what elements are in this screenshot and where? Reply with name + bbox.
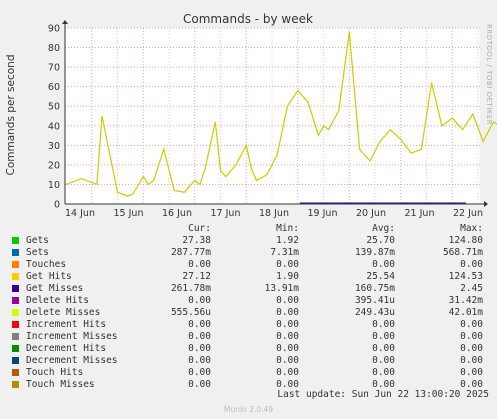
y-ticks: 0 10 20 30 40 50 60 70 80 90: [48, 24, 60, 211]
y-tick-label: 70: [48, 63, 60, 74]
x-tick-label: 19 Jun: [308, 208, 338, 219]
y-axis-arrow: [62, 20, 68, 24]
y-tick-label: 50: [48, 102, 60, 113]
x-axis-arrow: [484, 201, 488, 207]
y-tick-label: 80: [48, 43, 60, 54]
y-tick-label: 20: [48, 160, 60, 171]
x-tick-label: 18 Jun: [259, 208, 289, 219]
y-axis-label: Commands per second: [5, 54, 17, 175]
y-tick-label: 60: [48, 82, 60, 93]
x-tick-label: 16 Jun: [162, 208, 192, 219]
chart-title: Commands - by week: [183, 12, 313, 26]
y-tick-label: 0: [54, 200, 60, 211]
series-line-gets: [65, 31, 497, 197]
rrdtool-credit: RRDTOOL / TOBI OETIKER: [485, 24, 493, 125]
x-tick-label: 21 Jun: [405, 208, 435, 219]
x-tick-label: 14 Jun: [65, 208, 95, 219]
x-ticks: 14 Jun 15 Jun 16 Jun 17 Jun 18 Jun 19 Jun 20 J…: [65, 208, 483, 219]
y-tick-label: 40: [48, 121, 60, 132]
y-tick-label: 10: [48, 180, 60, 191]
x-tick-label: 20 Jun: [356, 208, 386, 219]
y-tick-label: 90: [48, 24, 60, 35]
x-tick-label: 22 Jun: [453, 208, 483, 219]
grid: [65, 27, 480, 204]
series-lines: [65, 31, 497, 204]
y-tick-label: 30: [48, 141, 60, 152]
x-tick-label: 17 Jun: [211, 208, 241, 219]
x-tick-label: 15 Jun: [114, 208, 144, 219]
